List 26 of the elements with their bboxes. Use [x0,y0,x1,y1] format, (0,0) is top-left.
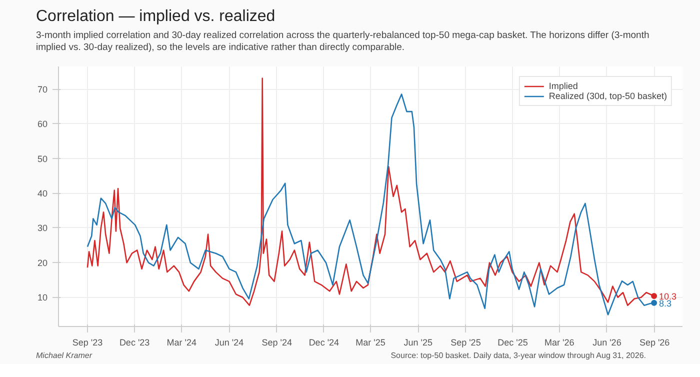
y-tick-label: 70 [37,84,48,95]
source-note: Source: top-50 basket. Daily data, 3-year window through Aug 31, 2026. [390,350,646,362]
legend-label: Implied [548,81,578,91]
y-tick-label: 20 [37,258,48,268]
text: Michael Kramer [36,350,92,362]
x-tick-label: Jun '25 [404,338,432,348]
x-tick-label: Sep '25 [450,338,481,348]
x-tick-label: Mar '25 [356,338,386,348]
x-tick-label: Dec '24 [308,338,340,348]
x-tick-label: Sep '26 [639,338,670,348]
y-tick-label: 60 [37,119,48,130]
x-tick-label: Sep '23 [72,338,103,348]
x-tick-label: Mar '26 [544,338,574,348]
y-tick-label: 50 [37,154,48,164]
x-tick-label: Dec '23 [119,338,150,348]
legend-label: Realized (30d, top-50 basket) [548,91,667,101]
x-tick-label: Sep '24 [262,338,292,348]
y-tick-label: 30 [37,223,48,234]
x-tick-label: Jun '26 [592,338,622,348]
chart-title: Correlation — implied vs. realized [36,7,276,27]
y-tick-label: 10 [37,292,48,303]
x-tick-label: Jun '24 [214,338,244,348]
x-tick-label: Dec '25 [498,338,528,348]
chart-subtitle: 3-month implied correlation and 30-day realized correlation across the quarterly-rebalanced top-50 mega-cap basket. The horizons differ (3-month implied vs. 30-day realized), so the levels are indicative rather than directly comparable. [36,30,650,54]
y-tick-label: 40 [37,188,48,199]
x-tick-label: Mar '24 [166,338,197,348]
